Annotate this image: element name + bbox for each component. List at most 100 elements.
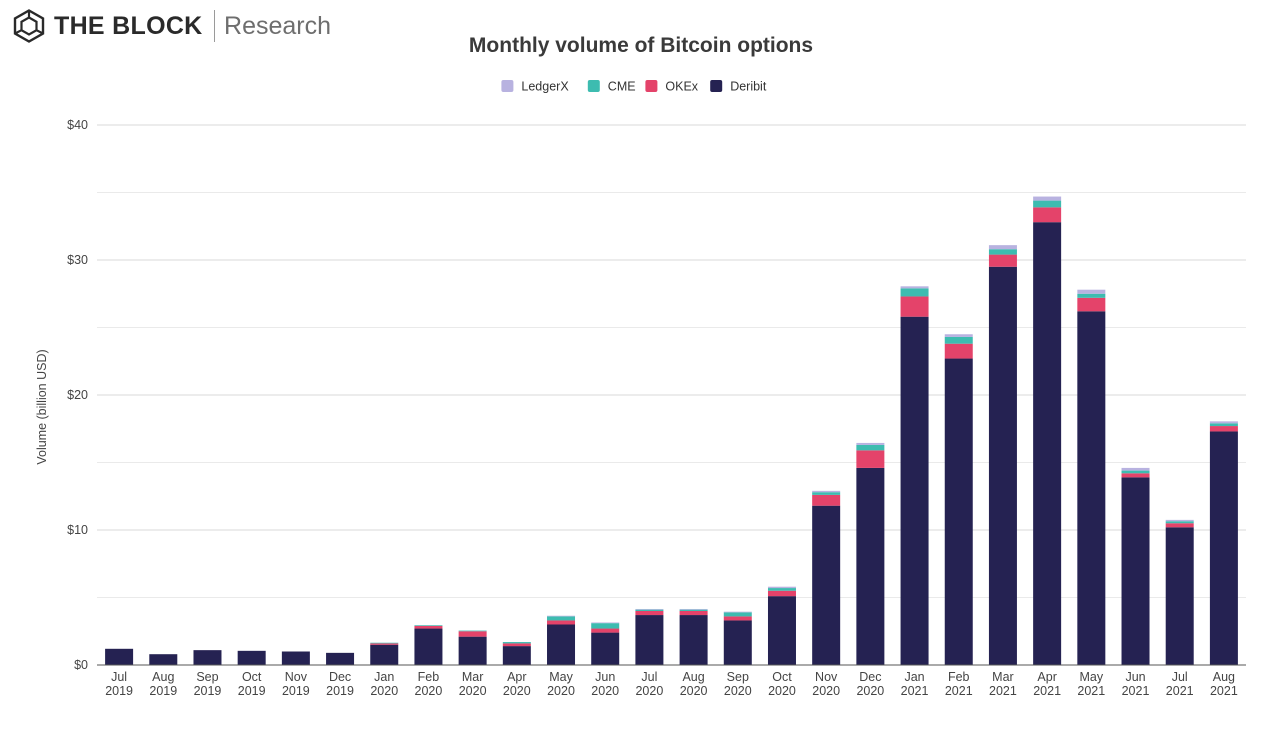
y-axis-ticks: $0 $10 $20 $30 $40 [67, 118, 88, 672]
x-tick-year: 2020 [591, 684, 619, 698]
x-tick-month: Apr [507, 670, 526, 684]
y-tick-label: $0 [74, 658, 88, 672]
bar-segment-cme [591, 623, 620, 629]
bar-segment-ledgerx [591, 622, 620, 624]
bar-segment-okex [370, 643, 399, 645]
bar-segment-okex [1121, 473, 1150, 478]
x-tick-year: 2020 [415, 684, 443, 698]
bar-segment-deribit [1209, 431, 1238, 665]
x-tick-month: Aug [682, 670, 704, 684]
x-tick-year: 2021 [1077, 684, 1105, 698]
brand-subtitle: Research [224, 11, 332, 40]
bar-segment-okex [767, 590, 796, 597]
bar-segment-okex [458, 631, 487, 637]
bar-segment-cme [856, 444, 885, 451]
bar-segment-deribit [502, 646, 531, 665]
bar-segment-okex [1077, 297, 1106, 312]
x-tick-year: 2020 [812, 684, 840, 698]
legend-swatch-cme [587, 80, 600, 92]
x-tick-month: Jul [641, 670, 657, 684]
bar-segment-deribit [326, 652, 355, 665]
x-tick-month: Nov [285, 670, 308, 684]
x-tick-year: 2019 [105, 684, 133, 698]
x-tick-month: Feb [418, 670, 440, 684]
bar-segment-cme [547, 616, 576, 621]
bar-segment-deribit [149, 654, 178, 665]
x-tick-year: 2019 [149, 684, 177, 698]
bar-segment-okex [547, 620, 576, 625]
bar-segment-okex [1209, 426, 1238, 432]
x-tick-month: Aug [1213, 670, 1235, 684]
legend-swatch-okex [645, 80, 658, 92]
bar-segment-cme [812, 492, 841, 495]
bar-segment-deribit [237, 650, 266, 665]
bar-segment-cme [1033, 200, 1062, 208]
bar-segment-okex [988, 254, 1017, 267]
x-tick-year: 2019 [326, 684, 354, 698]
bar-segment-deribit [988, 266, 1017, 665]
x-tick-month: Jan [374, 670, 394, 684]
bar-segment-deribit [1077, 311, 1106, 665]
brand-divider [213, 10, 216, 42]
x-tick-year: 2021 [1166, 684, 1194, 698]
bar-segment-cme [1209, 423, 1238, 427]
bar-segment-cme [767, 588, 796, 591]
bar-segment-okex [1033, 207, 1062, 223]
bar-segment-deribit [281, 651, 310, 665]
bar-segment-deribit [635, 615, 664, 665]
x-tick-month: May [1080, 670, 1104, 684]
x-axis-ticks: Jul2019Aug2019Sep2019Oct2019Nov2019Dec20… [105, 670, 1238, 698]
chart-title: Monthly volume of Bitcoin options [469, 34, 813, 57]
bar-segment-deribit [105, 648, 134, 665]
bar-segment-cme [370, 642, 399, 644]
x-tick-month: Oct [242, 670, 262, 684]
x-tick-year: 2021 [901, 684, 929, 698]
x-tick-month: Aug [152, 670, 174, 684]
bar-segment-deribit [547, 624, 576, 665]
bar-segment-deribit [767, 596, 796, 665]
x-tick-month: Oct [772, 670, 792, 684]
bar-segment-ledgerx [547, 615, 576, 617]
x-tick-month: Jun [1125, 670, 1145, 684]
bar-segment-deribit [370, 644, 399, 665]
bar-segment-okex [591, 628, 620, 633]
legend-label-okex: OKEx [665, 80, 698, 94]
bar-segment-okex [414, 625, 443, 629]
the-block-cube-icon [13, 9, 45, 43]
bar-segment-okex [723, 616, 752, 621]
bar-segment-cme [635, 609, 664, 611]
bars [105, 196, 1238, 665]
x-tick-month: May [549, 670, 573, 684]
bar-segment-ledgerx [679, 608, 708, 610]
x-tick-year: 2021 [1122, 684, 1150, 698]
bar-segment-okex [856, 450, 885, 468]
legend-label-cme: CME [608, 80, 636, 94]
x-tick-year: 2020 [459, 684, 487, 698]
x-tick-year: 2019 [194, 684, 222, 698]
x-tick-year: 2021 [945, 684, 973, 698]
chart-legend: LedgerX CME OKEx Deribit [501, 80, 767, 94]
bar-segment-deribit [591, 632, 620, 665]
bar-segment-cme [1165, 521, 1194, 524]
bar-segment-ledgerx [1165, 519, 1194, 522]
bar-segment-ledgerx [723, 611, 752, 613]
bar-segment-ledgerx [635, 608, 664, 610]
bar-segment-deribit [944, 358, 973, 665]
x-tick-year: 2021 [1210, 684, 1238, 698]
bar-segment-deribit [414, 628, 443, 665]
x-tick-month: Apr [1037, 670, 1056, 684]
bar-segment-deribit [723, 620, 752, 665]
x-tick-year: 2020 [503, 684, 531, 698]
bar-segment-okex [1165, 523, 1194, 528]
bar-segment-cme [1121, 470, 1150, 474]
bar-segment-cme [723, 612, 752, 617]
bar-segment-ledgerx [1077, 289, 1106, 294]
x-tick-month: Sep [727, 670, 749, 684]
x-tick-month: Dec [329, 670, 351, 684]
bar-segment-ledgerx [988, 245, 1017, 250]
brand-logo: THE BLOCK Research [12, 8, 331, 44]
bar-segment-okex [679, 611, 708, 616]
x-tick-month: Jan [904, 670, 924, 684]
bar-segment-okex [635, 611, 664, 616]
